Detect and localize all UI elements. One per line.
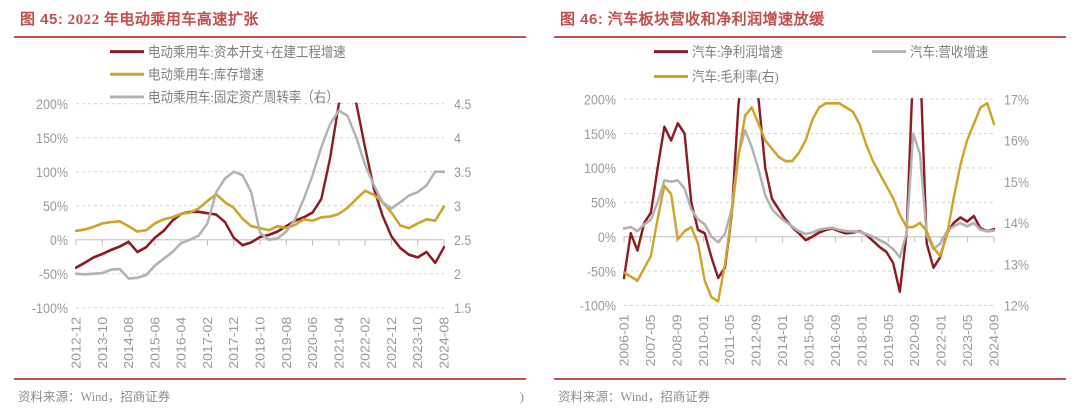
y-axis-tick-5: -50% [39, 266, 68, 282]
source-rule-46 [554, 378, 1066, 380]
y-axis-tick-3: 50% [43, 198, 68, 214]
x-axis-tick-14: 2024-08 [437, 317, 451, 369]
y2-axis-tick-3: 14% [1004, 215, 1029, 231]
chart-legend: 电动乘用车:资本开支+在建工程增速电动乘用车:库存增速电动乘用车:固定资产周转率… [110, 43, 346, 105]
x-axis-tick-9: 2018-01 [855, 315, 869, 367]
series-line-0 [623, 98, 995, 294]
panel-figure-45: 图 45: 2022 年电动乘用车高速扩张 电动乘用车:资本开支+在建工程增速电… [14, 0, 526, 412]
y-axis-tick-5: -50% [587, 264, 616, 280]
x-axis-ticks: 2012-12 2013-10 2014-08 2015-06 2016-04 2017-… [69, 239, 451, 369]
y2-axis-tick-1: 16% [1004, 133, 1029, 149]
legend-label-2: 汽车:毛利率(右) [692, 68, 779, 85]
y2-axis-tick-0: 17% [1004, 92, 1029, 108]
x-axis-tick-2: 2008-09 [670, 315, 684, 367]
x-axis-tick-5: 2012-09 [749, 315, 763, 367]
x-axis-tick-5: 2017-02 [201, 317, 215, 369]
x-axis-ticks: 2006-01 2007-05 2008-09 2010-01 2011-05 2012-… [617, 236, 1001, 367]
y-axis-tick-3: 50% [591, 195, 616, 211]
x-axis-tick-7: 2015-05 [802, 315, 816, 367]
source-row-46: 资料来源：Wind，招商证券 [554, 386, 1066, 412]
legend-label-0: 电动乘用车:资本开支+在建工程增速 [148, 43, 346, 60]
x-axis-tick-12: 2022-12 [385, 317, 399, 369]
gridlines: 200% 150% 100% 50% 0% -50% -100% 4.5 4 3.5 3 2.5 2 1.… [32, 96, 471, 316]
x-axis-tick-12: 2022-01 [934, 315, 948, 367]
y2-axis-tick-2: 15% [1004, 174, 1029, 190]
x-axis-tick-3: 2015-06 [148, 317, 162, 369]
y-axis-tick-4: 0% [598, 229, 616, 245]
x-axis-tick-9: 2020-06 [306, 317, 320, 369]
x-axis-tick-8: 2019-08 [280, 317, 294, 369]
x-axis-tick-2: 2014-08 [122, 317, 136, 369]
legend-label-2: 电动乘用车:固定资产周转率（右） [148, 88, 339, 105]
series-line-0 [75, 102, 445, 269]
x-axis-tick-0: 2012-12 [69, 317, 83, 369]
title-rule-45 [14, 36, 526, 38]
legend-label-1: 电动乘用车:库存增速 [148, 66, 264, 83]
figure-number-46: 图 46: [560, 11, 604, 28]
x-axis-tick-0: 2006-01 [617, 315, 631, 367]
series-line-1 [75, 189, 445, 233]
x-axis-tick-13: 2023-05 [961, 315, 975, 367]
y2-axis-tick-0: 4.5 [454, 96, 471, 112]
figure-title-text-46: 汽车板块营收和净利润增速放缓 [607, 12, 825, 28]
x-axis-tick-13: 2023-10 [411, 317, 425, 369]
x-axis-tick-11: 2022-02 [358, 317, 372, 369]
chart-area-46: 汽车:净利润增速 汽车:营收增速汽车:毛利率(右) 200% 150% 100% 50% 0… [554, 38, 1066, 378]
figure-title-text-45: 2022 年电动乘用车高速扩张 [67, 12, 259, 28]
y2-axis-tick-3: 3 [454, 198, 461, 214]
figure-number-45: 图 45: [20, 11, 64, 28]
y2-axis-tick-6: 1.5 [454, 300, 471, 316]
y2-axis-tick-1: 4 [454, 130, 461, 146]
x-axis-tick-1: 2007-05 [644, 315, 658, 367]
chart-area-45: 电动乘用车:资本开支+在建工程增速 电动乘用车:库存增速电动乘用车:固定资产周转率… [14, 38, 526, 378]
legend-label-1: 汽车:营收增速 [910, 43, 988, 60]
line-chart-45: 电动乘用车:资本开支+在建工程增速电动乘用车:库存增速电动乘用车:固定资产周转率… [32, 43, 471, 369]
page-title-45: 图 45: 2022 年电动乘用车高速扩张 [14, 0, 526, 29]
y-axis-tick-4: 0% [50, 232, 68, 248]
y-axis-tick-6: -100% [32, 300, 68, 316]
gridlines: 200% 150% 100% 50% 0% -50% -100% 17% 16% 15% 14% 13… [580, 92, 1029, 314]
x-axis-tick-4: 2016-04 [174, 316, 188, 369]
source-row-45: 资料来源：Wind，招商证券 ) [14, 386, 526, 412]
y2-axis-tick-2: 3.5 [454, 164, 471, 180]
x-axis-tick-3: 2010-01 [697, 315, 711, 367]
y-axis-tick-0: 200% [36, 96, 68, 112]
y-axis-tick-1: 150% [36, 130, 68, 146]
y2-axis-tick-5: 12% [1004, 298, 1029, 314]
x-axis-tick-14: 2024-09 [987, 315, 1001, 367]
legend-label-0: 汽车:净利润增速 [692, 43, 783, 60]
series-group [623, 98, 995, 303]
page-title-46: 图 46: 汽车板块营收和净利润增速放缓 [554, 0, 1066, 29]
trailing-symbol-45: ) [519, 389, 524, 404]
source-rule-45 [14, 378, 526, 380]
y2-axis-tick-4: 2.5 [454, 232, 471, 248]
series-line-2 [623, 101, 995, 303]
series-group [75, 102, 445, 280]
y-axis-tick-2: 100% [36, 164, 68, 180]
y-axis-tick-1: 150% [584, 126, 616, 142]
y2-axis-tick-5: 2 [454, 266, 461, 282]
x-axis-tick-10: 2021-04 [332, 316, 346, 369]
panel-figure-46: 图 46: 汽车板块营收和净利润增速放缓 汽车:净利润增速 汽车:营收增速汽车:毛… [540, 0, 1080, 412]
series-line-2 [75, 109, 445, 280]
x-axis-tick-11: 2020-09 [908, 315, 922, 367]
source-text-45: 资料来源：Wind，招商证券 [18, 390, 171, 404]
x-axis-tick-4: 2011-05 [723, 315, 737, 366]
y-axis-tick-0: 200% [584, 92, 616, 108]
y2-axis-tick-4: 13% [1004, 257, 1029, 273]
source-text-46: 资料来源：Wind，招商证券 [558, 390, 711, 404]
x-axis-tick-7: 2018-10 [253, 317, 267, 369]
x-axis-tick-1: 2013-10 [96, 317, 110, 369]
x-axis-tick-6: 2014-01 [776, 315, 790, 367]
y-axis-tick-6: -100% [580, 298, 616, 314]
y-axis-tick-2: 100% [584, 160, 616, 176]
title-rule-46 [554, 36, 1066, 38]
x-axis-tick-6: 2017-12 [227, 317, 241, 369]
x-axis-tick-8: 2016-09 [829, 315, 843, 367]
x-axis-tick-10: 2019-05 [882, 315, 896, 367]
